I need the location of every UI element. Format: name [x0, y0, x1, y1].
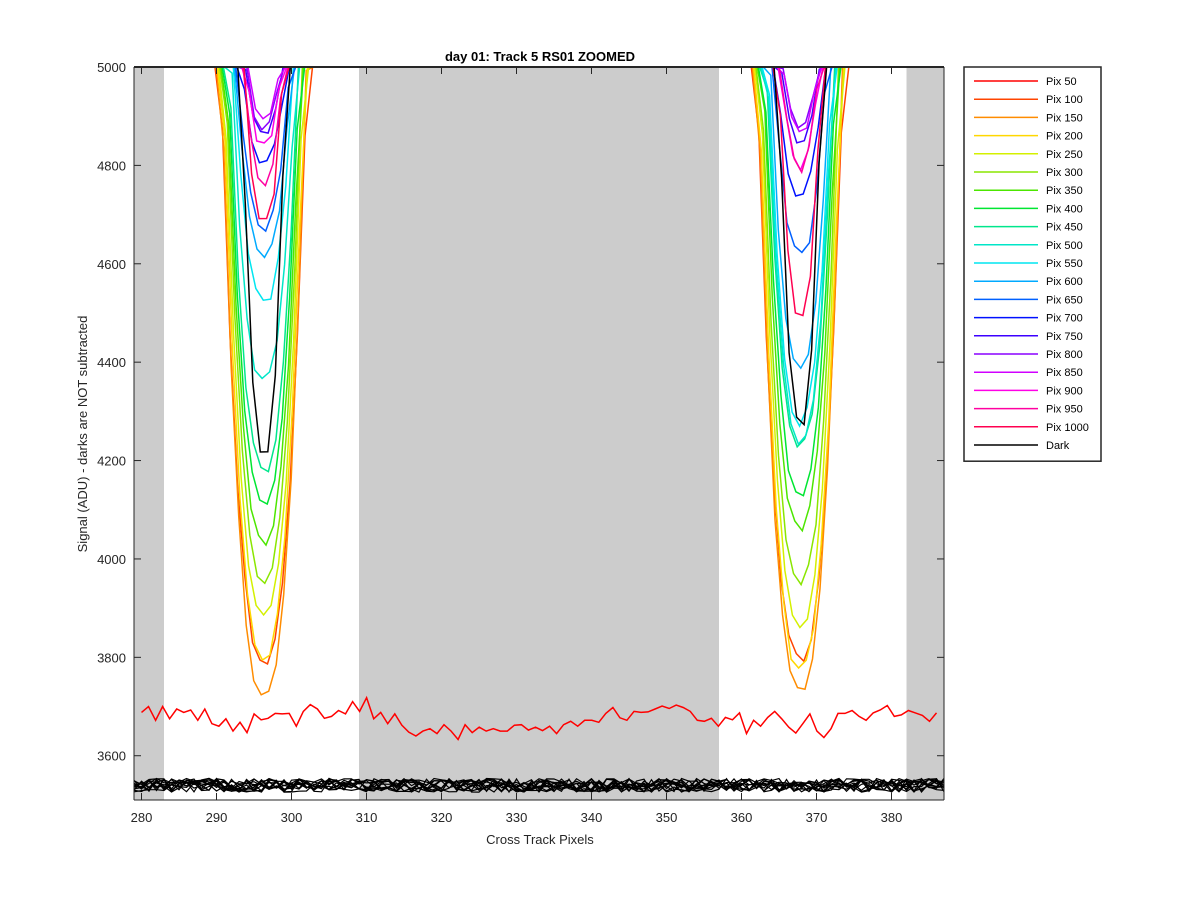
legend-label: Pix 900	[1046, 385, 1083, 397]
y-tick-label: 3800	[97, 650, 126, 665]
dip-left-pix-850	[210, 67, 316, 120]
dip-right-pix-150	[730, 67, 865, 691]
dark-trace	[134, 777, 944, 794]
x-axis-ticks: 280 290 300 310 320 330 340 350 360 370 380	[131, 67, 903, 825]
legend-label: Pix 300	[1046, 167, 1083, 179]
y-axis-ticks: 3600 3800 4000 4200 4400 4600 4800 5000	[97, 60, 944, 764]
legend-label: Pix 950	[1046, 404, 1083, 416]
dip-left-pix-500	[202, 67, 323, 380]
legend-label: Pix 1000	[1046, 422, 1089, 434]
legend-label: Pix 800	[1046, 349, 1083, 361]
dip-left-pix-700	[206, 67, 320, 164]
legend-label: Pix 550	[1046, 258, 1083, 270]
x-tick-label: 360	[731, 810, 753, 825]
dip-left-pix-100	[192, 67, 335, 665]
dip-right-pix-600	[740, 67, 854, 370]
dip-left-pix-350	[198, 67, 326, 547]
dip-right-pix-1000	[750, 67, 848, 317]
dip-left-pix-950	[212, 67, 311, 187]
dip-left-pix-750	[208, 67, 314, 134]
dip-left-pix-450	[200, 67, 321, 473]
y-axis-label: Signal (ADU) - darks are NOT subtracted	[75, 316, 90, 553]
dip-left-pix-800	[209, 67, 315, 132]
legend-label: Pix 150	[1046, 112, 1083, 124]
shaded-region-3	[906, 67, 944, 800]
x-tick-label: 290	[206, 810, 228, 825]
dip-right-pix-200	[731, 67, 867, 670]
y-tick-label: 3600	[97, 749, 126, 764]
legend-label: Pix 100	[1046, 94, 1083, 106]
y-tick-label: 4600	[97, 257, 126, 272]
x-tick-label: 340	[581, 810, 603, 825]
legend-label: Pix 700	[1046, 313, 1083, 325]
dip-right-pix-850	[746, 67, 852, 133]
legend-label: Pix 400	[1046, 203, 1083, 215]
dip-left-pix-1000	[214, 67, 312, 220]
dip-left-pix-650	[205, 67, 319, 233]
y-tick-label: 4800	[97, 158, 126, 173]
pix-50-line	[141, 695, 938, 741]
series-layer	[134, 67, 944, 794]
legend: Pix 50 Pix 100 Pix 150 Pix 200 Pix 250 Pix 30…	[963, 66, 1102, 462]
y-tick-label: 4200	[97, 454, 126, 469]
dip-left-pix-150	[193, 67, 329, 696]
x-tick-label: 300	[281, 810, 303, 825]
shaded-region-1	[134, 67, 164, 800]
dip-left-dark	[215, 67, 306, 453]
y-tick-label: 5000	[97, 60, 126, 75]
dip-right-pix-550	[739, 67, 860, 428]
legend-label: Pix 250	[1046, 149, 1083, 161]
dark-trace	[134, 777, 944, 793]
dip-right-pix-100	[728, 67, 872, 663]
dip-right-pix-400	[735, 67, 864, 497]
dip-right-dark	[751, 67, 842, 427]
x-tick-label: 280	[131, 810, 153, 825]
dip-left-pix-300	[197, 67, 325, 585]
dip-left-pix-200	[194, 67, 330, 662]
axes	[133, 66, 945, 801]
series-group	[134, 67, 944, 794]
legend-label: Pix 750	[1046, 331, 1083, 343]
shaded-region-2	[359, 67, 719, 800]
dip-left-pix-600	[204, 67, 317, 259]
dip-right-pix-250	[732, 67, 868, 629]
dip-left-pix-550	[203, 67, 324, 302]
legend-label: Pix 850	[1046, 367, 1083, 379]
legend-label: Dark	[1046, 440, 1070, 452]
dip-left-pix-250	[196, 67, 332, 617]
legend-label: Pix 200	[1046, 131, 1083, 143]
x-tick-label: 320	[431, 810, 453, 825]
x-tick-label: 310	[356, 810, 378, 825]
legend-label: Pix 600	[1046, 276, 1083, 288]
y-tick-label: 4400	[97, 355, 126, 370]
legend-label: Pix 350	[1046, 185, 1083, 197]
dip-right-pix-700	[743, 67, 856, 197]
dip-left-pix-900	[211, 67, 310, 144]
x-tick-label: 330	[506, 810, 528, 825]
legend-label: Pix 650	[1046, 294, 1083, 306]
legend-box	[963, 66, 1102, 462]
dip-right-pix-450	[737, 67, 858, 449]
dip-right-pix-500	[738, 67, 859, 446]
y-tick-label: 4000	[97, 552, 126, 567]
chart-title: day 01: Track 5 RS01 ZOOMED	[445, 49, 635, 64]
dip-right-pix-650	[741, 67, 855, 254]
legend-label: Pix 50	[1046, 76, 1077, 88]
x-axis-label: Cross Track Pixels	[486, 832, 594, 847]
dip-right-pix-300	[733, 67, 862, 587]
legend-label: Pix 500	[1046, 240, 1083, 252]
dip-left-pix-400	[199, 67, 328, 506]
x-tick-label: 370	[806, 810, 828, 825]
legend-label: Pix 450	[1046, 222, 1083, 234]
x-tick-label: 380	[881, 810, 903, 825]
x-tick-label: 350	[656, 810, 678, 825]
dip-right-pix-950	[749, 67, 847, 175]
shaded-regions	[134, 67, 944, 800]
dip-right-pix-350	[734, 67, 863, 533]
dip-right-pix-750	[744, 67, 850, 144]
